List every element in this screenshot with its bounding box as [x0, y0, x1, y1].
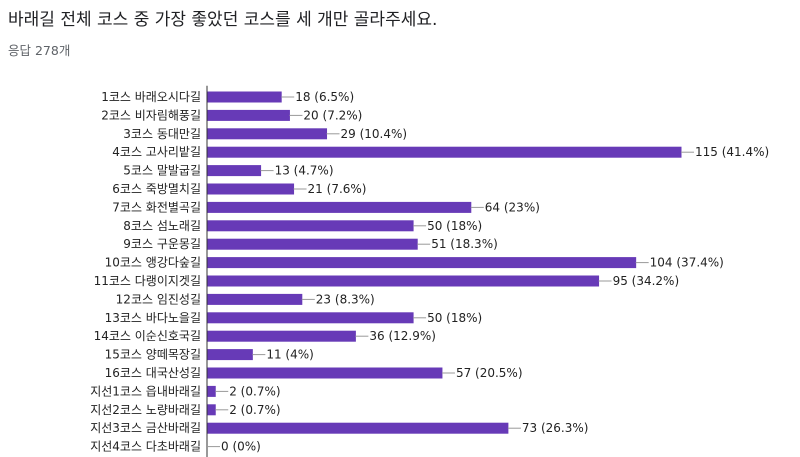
category-label: 10코스 앵강다숲길: [105, 256, 201, 270]
data-label: 29 (10.4%): [341, 127, 408, 141]
category-label: 11코스 다랭이지겟길: [94, 274, 201, 288]
bar: [207, 330, 356, 342]
category-label: 8코스 섬노래길: [123, 219, 201, 233]
category-label: 2코스 비자림해풍길: [101, 108, 201, 122]
data-label: 50 (18%): [427, 311, 482, 325]
category-label: 13코스 바다노을길: [105, 311, 201, 325]
question-title: 바래길 전체 코스 중 가장 좋았던 코스를 세 개만 골라주세요.: [8, 10, 438, 30]
data-label: 95 (34.2%): [613, 274, 680, 288]
response-count: 응답 278개: [8, 43, 71, 58]
data-label: 13 (4.7%): [275, 164, 334, 178]
bar: [207, 312, 414, 324]
category-label: 지선4코스 다초바래길: [90, 440, 201, 454]
category-label: 14코스 이순신호국길: [94, 329, 201, 343]
data-label: 21 (7.6%): [308, 182, 367, 196]
data-label: 23 (8.3%): [316, 292, 375, 306]
bar: [207, 385, 216, 397]
category-label: 15코스 양떼목장길: [105, 348, 201, 362]
bar: [207, 404, 216, 416]
bar: [207, 165, 262, 177]
bar: [207, 128, 328, 140]
bar: [207, 275, 600, 287]
bar: [207, 257, 637, 269]
bar: [207, 422, 509, 434]
data-label: 2 (0.7%): [229, 403, 280, 417]
bar: [207, 349, 253, 361]
category-label: 5코스 말발굽길: [123, 164, 201, 178]
category-label: 지선2코스 노량바래길: [90, 403, 201, 417]
bar: [207, 238, 418, 250]
data-label: 73 (26.3%): [522, 421, 589, 435]
data-label: 57 (20.5%): [456, 366, 523, 380]
data-label: 115 (41.4%): [695, 145, 769, 159]
data-label: 36 (12.9%): [369, 329, 436, 343]
bar: [207, 109, 290, 121]
data-label: 104 (37.4%): [650, 256, 724, 270]
bar: [207, 367, 443, 379]
data-label: 11 (4%): [266, 348, 313, 362]
data-label: 51 (18.3%): [431, 237, 498, 251]
bar: [207, 220, 414, 232]
bar: [207, 146, 682, 158]
data-label: 20 (7.2%): [303, 108, 362, 122]
category-label: 1코스 바래오시다길: [101, 90, 201, 104]
data-label: 2 (0.7%): [229, 384, 280, 398]
bar: [207, 201, 472, 213]
bar: [207, 183, 295, 195]
data-label: 18 (6.5%): [295, 90, 354, 104]
data-label: 64 (23%): [485, 200, 540, 214]
category-label: 지선3코스 금산바래길: [90, 421, 201, 435]
data-label: 50 (18%): [427, 219, 482, 233]
category-label: 3코스 동대만길: [123, 127, 201, 141]
category-label: 7코스 화전별곡길: [112, 200, 201, 214]
category-label: 6코스 죽방멸치길: [112, 182, 201, 196]
bar: [207, 293, 303, 305]
category-label: 4코스 고사리밭길: [112, 145, 201, 159]
category-label: 16코스 대국산성길: [105, 366, 201, 380]
data-label: 0 (0%): [221, 440, 261, 454]
bar: [207, 91, 282, 103]
category-label: 9코스 구운몽길: [123, 237, 201, 251]
category-label: 지선1코스 읍내바래길: [90, 384, 201, 398]
category-label: 12코스 임진성길: [116, 292, 201, 306]
